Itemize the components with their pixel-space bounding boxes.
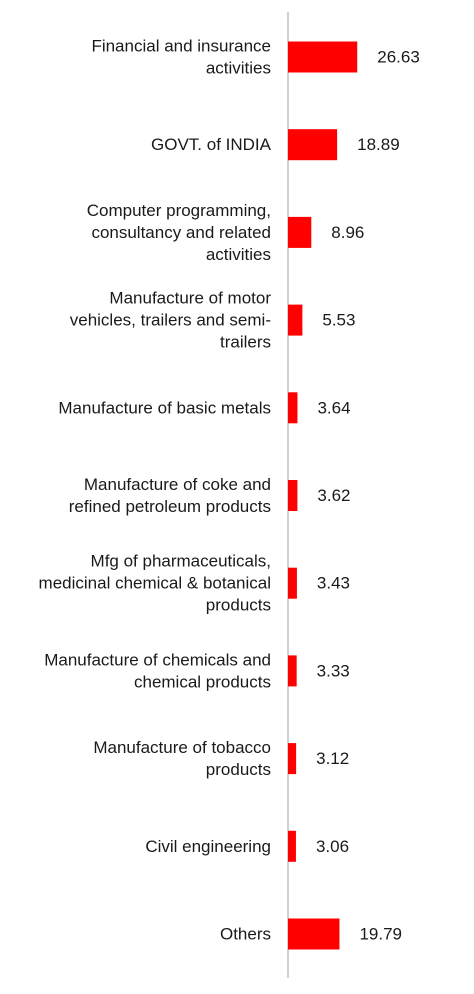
category-label-line: Manufacture of tobacco	[93, 738, 271, 757]
category-label-line: refined petroleum products	[69, 497, 271, 516]
category-label-1: Financial and insurance activities	[91, 37, 271, 78]
category-label-line: Manufacture of chemicals and	[44, 650, 271, 669]
value-label-5: 3.64	[317, 398, 350, 417]
category-label-line: trailers	[220, 333, 271, 352]
category-label-line: Manufacture of motor	[109, 289, 271, 308]
category-label-line: medicinal chemical & botanical	[39, 574, 271, 593]
value-label-6: 3.62	[317, 486, 350, 505]
category-label-line: Manufacture of basic metals	[58, 398, 271, 417]
value-label-2: 18.89	[357, 135, 400, 154]
bar-11	[288, 918, 340, 950]
value-label-7: 3.43	[317, 574, 350, 593]
value-label-9: 3.12	[316, 749, 349, 768]
category-label-line: consultancy and related	[91, 223, 271, 242]
category-label-line: products	[206, 596, 271, 615]
category-label-line: vehicles, trailers and semi-	[70, 311, 271, 330]
category-label-line: Others	[220, 925, 271, 944]
category-label-line: GOVT. of INDIA	[151, 135, 272, 154]
bar-5	[288, 392, 298, 424]
category-label-line: activities	[206, 245, 271, 264]
category-labels-layer: Financial and insurance activities GOVT. o…	[39, 37, 272, 944]
value-label-8: 3.33	[317, 661, 350, 680]
category-label-line: Mfg of pharmaceuticals,	[91, 552, 271, 571]
category-label-line: Financial and insurance	[91, 37, 271, 56]
value-label-10: 3.06	[316, 837, 349, 856]
category-label-2: GOVT. of INDIA	[151, 135, 272, 154]
bar-10	[288, 830, 296, 862]
category-label-line: products	[206, 760, 271, 779]
category-label-4: Manufacture of motor vehicles, trailers a…	[70, 289, 272, 352]
category-label-8: Manufacture of chemicals and chemical pro…	[44, 650, 271, 691]
value-label-11: 19.79	[359, 925, 402, 944]
category-label-line: chemical products	[134, 672, 271, 691]
category-label-3: Computer programming, consultancy and rel…	[87, 201, 271, 264]
bar-9	[288, 743, 297, 775]
value-label-1: 26.63	[377, 48, 420, 67]
bar-6	[288, 480, 298, 511]
bar-4	[288, 304, 303, 336]
category-label-11: Others	[220, 925, 271, 944]
value-label-3: 8.96	[331, 223, 364, 242]
value-labels-layer: 26.63 18.89 8.96 5.53 3.64 3.62 3.43 3.33 3.12 3.…	[316, 48, 420, 944]
category-label-5: Manufacture of basic metals	[58, 398, 271, 417]
category-label-line: activities	[206, 59, 271, 78]
bar-8	[288, 655, 297, 687]
category-label-line: Computer programming,	[87, 201, 271, 220]
bars-layer	[288, 41, 358, 950]
bar-7	[288, 567, 297, 599]
value-label-4: 5.53	[322, 311, 355, 330]
category-label-9: Manufacture of tobacco products	[93, 738, 271, 779]
category-label-10: Civil engineering	[145, 837, 271, 856]
category-label-6: Manufacture of coke and refined petroleum…	[69, 475, 271, 516]
bar-2	[288, 129, 338, 161]
category-label-line: Civil engineering	[145, 837, 271, 856]
bar-3	[288, 216, 312, 248]
category-label-7: Mfg of pharmaceuticals, medicinal chemica…	[39, 552, 271, 615]
category-label-line: Manufacture of coke and	[84, 475, 271, 494]
bar-1	[288, 41, 358, 73]
